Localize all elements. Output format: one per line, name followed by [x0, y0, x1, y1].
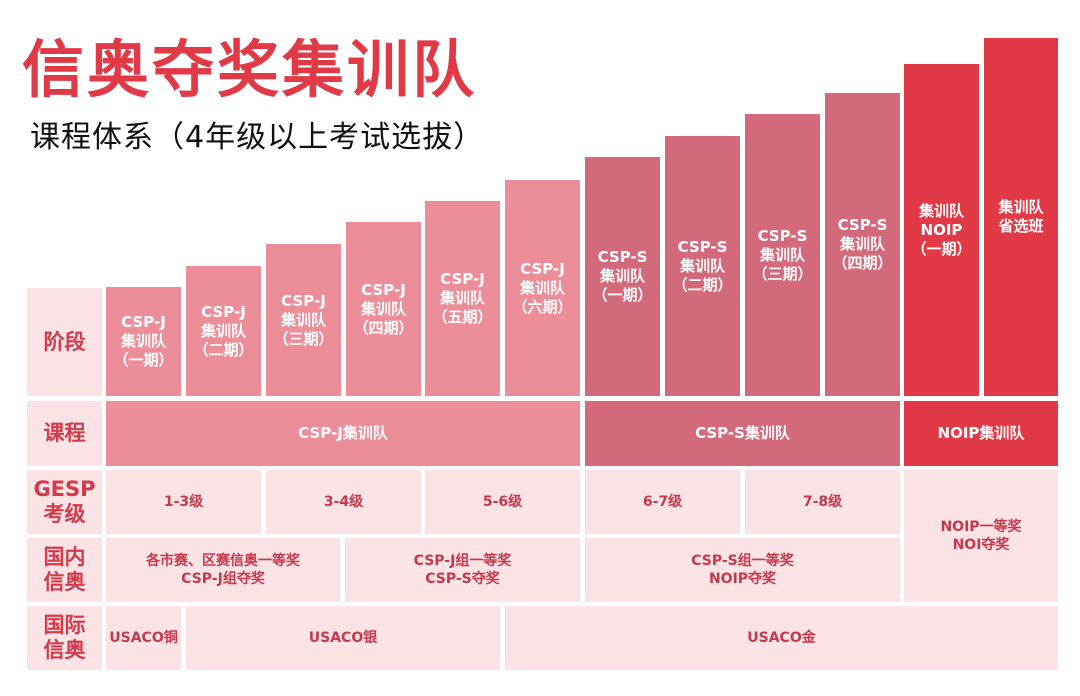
usaco-gold: USACO金 — [505, 606, 1058, 670]
noip-award: NOIP一等奖 NOI夺奖 — [904, 470, 1058, 602]
row-label-gesp: GESP 考级 — [27, 470, 102, 534]
domestic-award-csp-s-first: CSP-S组一等奖 NOIP夺奖 — [585, 538, 900, 602]
gesp-level-3-4: 3-4级 — [266, 470, 421, 534]
stage-bar-csp-j-3: CSP-J 集训队 （三期） — [266, 244, 341, 396]
gesp-level-6-7: 6-7级 — [585, 470, 740, 534]
stage-bar-csp-j-1: CSP-J 集训队 （一期） — [106, 287, 181, 396]
page-subtitle: 课程体系（4年级以上考试选拔） — [30, 120, 485, 155]
stage-bar-csp-j-2: CSP-J 集训队 （二期） — [186, 266, 261, 396]
stage-bar-noip-1: 集训队 NOIP （一期） — [904, 64, 979, 396]
page-title: 信奥夺奖集训队 — [22, 33, 478, 106]
stage-bar-csp-j-6: CSP-J 集训队 （六期） — [505, 180, 580, 396]
gesp-level-5-6: 5-6级 — [425, 470, 580, 534]
row-label-domestic: 国内 信奥 — [27, 538, 102, 602]
stage-bar-csp-j-4: CSP-J 集训队 （四期） — [346, 222, 421, 396]
stage-bar-csp-s-3: CSP-S 集训队 （三期） — [745, 114, 820, 396]
course-noip: NOIP集训队 — [904, 401, 1058, 466]
stage-bar-csp-s-4: CSP-S 集训队 （四期） — [825, 93, 900, 396]
gesp-level-7-8: 7-8级 — [745, 470, 900, 534]
stage-bar-csp-j-5: CSP-J 集训队 （五期） — [425, 201, 500, 396]
row-label-international: 国际 信奥 — [27, 606, 102, 670]
stage-bar-csp-s-2: CSP-S 集训队 （二期） — [665, 136, 740, 396]
usaco-silver: USACO银 — [186, 606, 500, 670]
course-csp-s: CSP-S集训队 — [585, 401, 900, 466]
stage-bar-csp-s-1: CSP-S 集训队 （一期） — [585, 157, 660, 396]
row-label-stage: 阶段 — [27, 288, 102, 396]
domestic-award-csp-j: 各市赛、区赛信奥一等奖 CSP-J组夺奖 — [106, 538, 340, 602]
domestic-award-csp-j-first: CSP-J组一等奖 CSP-S夺奖 — [345, 538, 580, 602]
gesp-level-1-3: 1-3级 — [106, 470, 261, 534]
course-csp-j: CSP-J集训队 — [106, 401, 580, 466]
row-label-course: 课程 — [27, 401, 102, 466]
stage-bar-provincial: 集训队 省选班 — [984, 38, 1058, 396]
usaco-bronze: USACO铜 — [106, 606, 181, 670]
